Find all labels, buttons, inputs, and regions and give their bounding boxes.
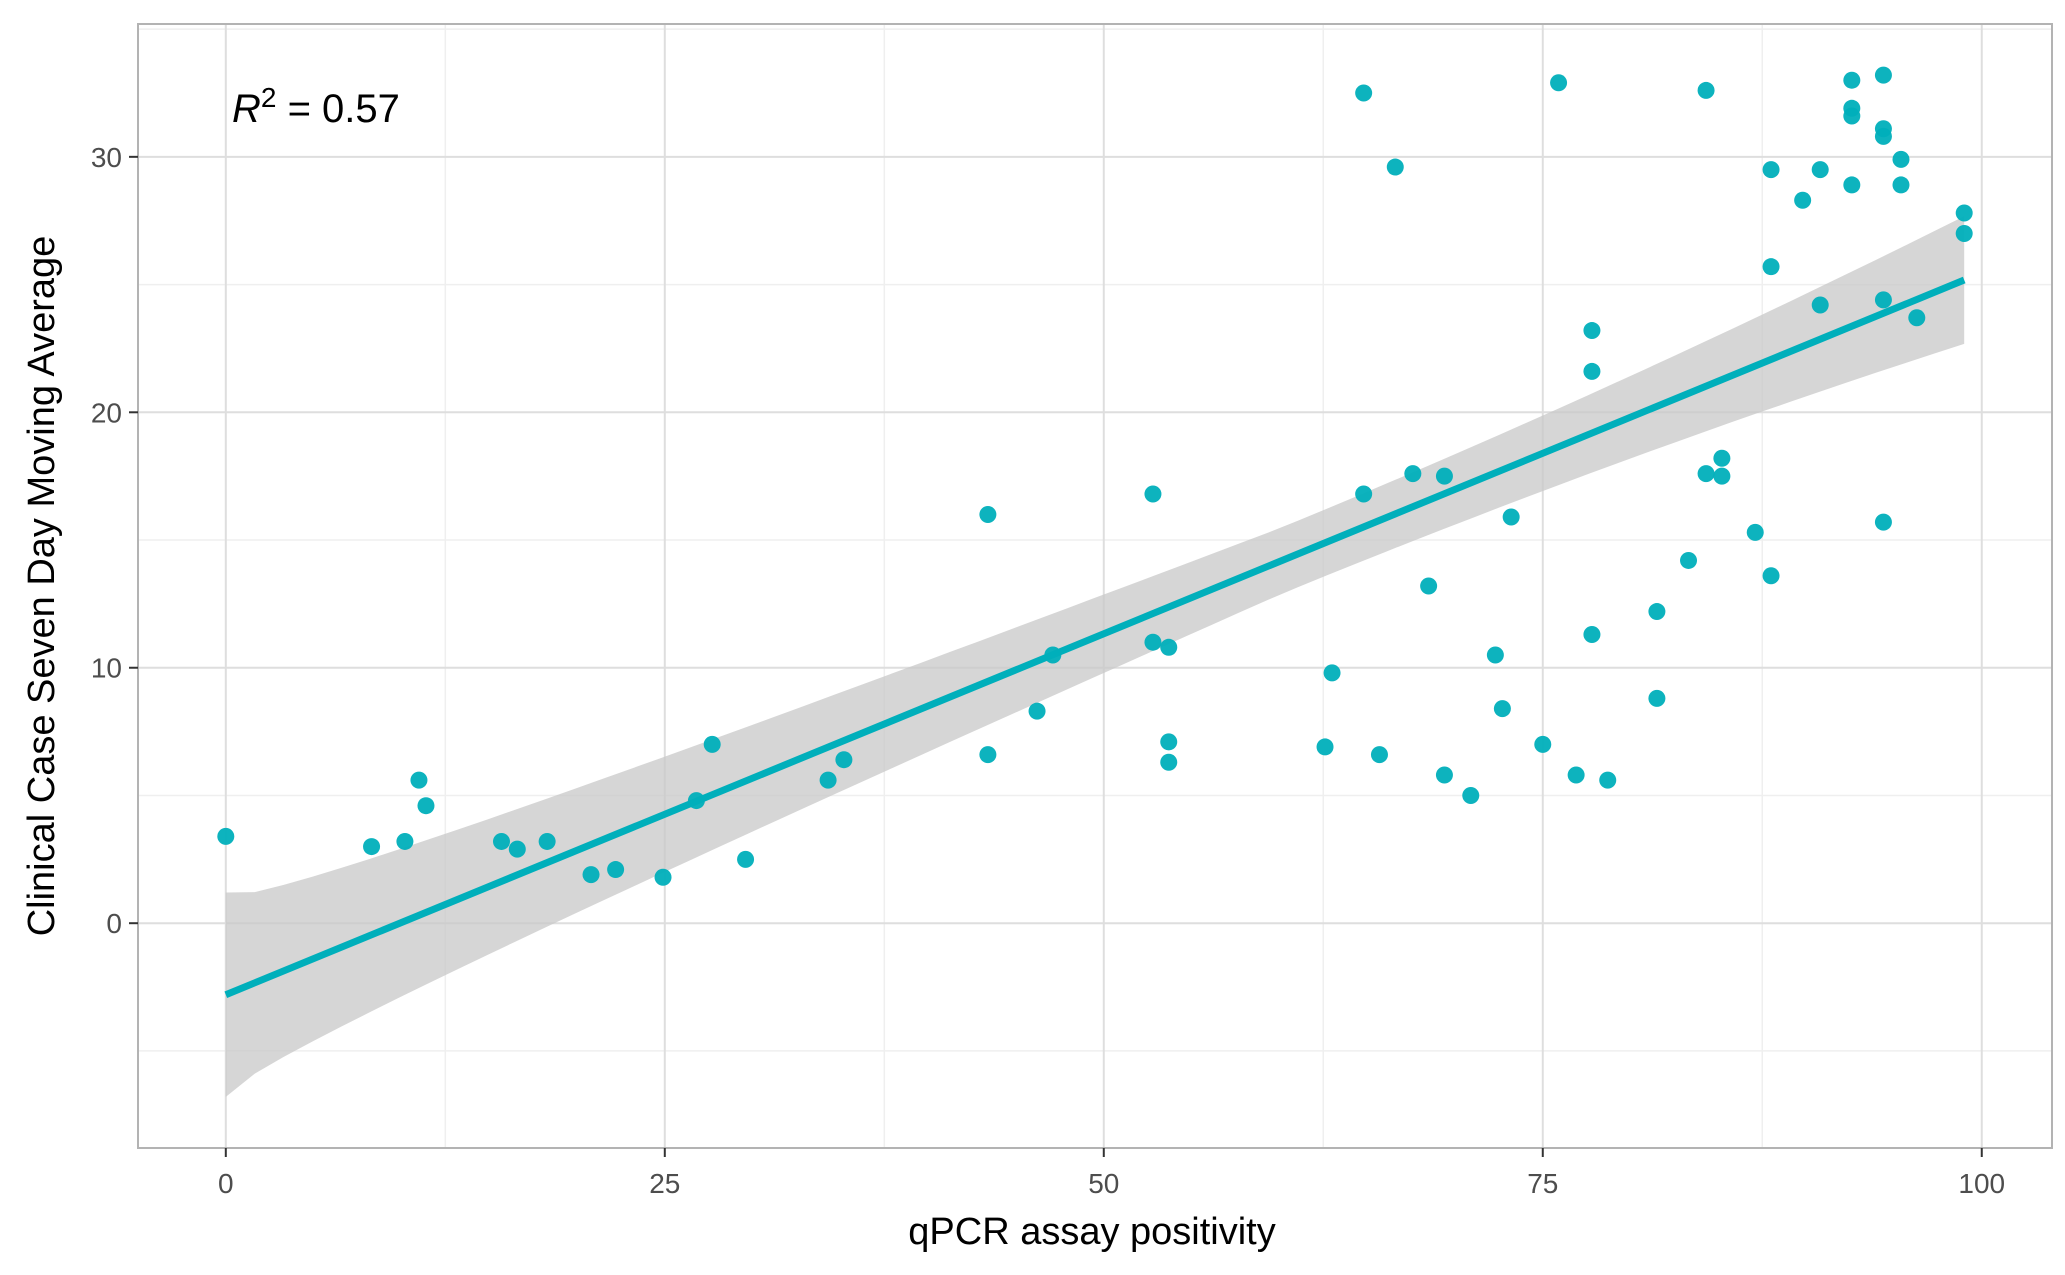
data-point [1811, 296, 1829, 314]
data-point [217, 827, 235, 845]
data-point [1762, 567, 1780, 585]
data-point [1843, 71, 1861, 89]
data-point [1874, 66, 1892, 84]
data-point [1404, 465, 1422, 483]
y-tick-label: 10 [91, 653, 122, 684]
data-point [1160, 638, 1178, 656]
data-point [508, 840, 526, 858]
r-squared-annotation: R2 = 0.57 [232, 82, 400, 132]
data-point [1794, 191, 1812, 209]
data-point [1811, 161, 1829, 179]
x-axis-title: qPCR assay positivity [908, 1211, 1275, 1253]
data-point [1583, 626, 1601, 644]
y-tick-label: 30 [91, 142, 122, 173]
y-tick-label: 0 [106, 908, 122, 939]
data-point [1599, 771, 1617, 789]
data-point [654, 868, 672, 886]
data-point [1462, 786, 1480, 804]
r-exponent: 2 [261, 82, 277, 113]
data-point [1680, 551, 1698, 569]
data-point [1355, 485, 1373, 503]
data-point [1386, 158, 1404, 176]
x-tick-label: 0 [218, 1168, 234, 1199]
data-point [1892, 150, 1910, 168]
x-tick-label: 25 [649, 1168, 680, 1199]
r-squared-value: = 0.57 [276, 87, 399, 131]
data-point [1762, 161, 1780, 179]
data-point [1762, 258, 1780, 276]
minor-gridlines [138, 24, 2052, 1148]
data-point [1486, 646, 1504, 664]
data-point [1144, 485, 1162, 503]
data-point [1746, 523, 1764, 541]
data-point [1144, 633, 1162, 651]
data-point [417, 797, 435, 815]
data-point [1908, 309, 1926, 327]
r-symbol: R [232, 87, 261, 131]
data-points [217, 66, 1973, 886]
data-point [1355, 84, 1373, 102]
x-axis-ticks: 0 25 50 75 100 [218, 1148, 2005, 1199]
data-point [703, 735, 721, 753]
data-point [1713, 467, 1731, 485]
data-point [1697, 465, 1715, 483]
x-tick-label: 75 [1527, 1168, 1558, 1199]
data-point [1567, 766, 1585, 784]
data-point [1843, 176, 1861, 194]
major-gridlines [138, 24, 2052, 1148]
data-point [538, 832, 556, 850]
data-point [1583, 362, 1601, 380]
data-point [1370, 746, 1388, 764]
data-point [1648, 689, 1666, 707]
data-point [1502, 508, 1520, 526]
data-point [1697, 81, 1715, 99]
data-point [835, 751, 853, 769]
data-point [1955, 224, 1973, 242]
confidence-band [225, 216, 1965, 1097]
data-point [1874, 513, 1892, 531]
y-tick-label: 20 [91, 397, 122, 428]
data-point [1323, 664, 1341, 682]
data-point [1028, 702, 1046, 720]
data-point [979, 746, 997, 764]
y-axis-title: Clinical Case Seven Day Moving Average [21, 236, 63, 937]
regression-line [224, 276, 1966, 998]
data-point [1160, 733, 1178, 751]
data-point [1534, 735, 1552, 753]
data-point [1713, 449, 1731, 467]
data-point [396, 832, 414, 850]
data-point [1843, 107, 1861, 125]
panel-border [137, 23, 2053, 1149]
data-point [1955, 204, 1973, 222]
data-point [607, 861, 625, 879]
data-point [979, 505, 997, 523]
data-point [1892, 176, 1910, 194]
data-point [1316, 738, 1334, 756]
data-point [1435, 467, 1453, 485]
data-point [1874, 127, 1892, 145]
data-point [819, 771, 837, 789]
data-point [1550, 74, 1568, 92]
x-tick-label: 50 [1088, 1168, 1119, 1199]
data-point [737, 850, 755, 868]
data-point [410, 771, 428, 789]
data-point [492, 832, 510, 850]
data-point [1420, 577, 1438, 595]
data-point [1160, 753, 1178, 771]
x-tick-label: 100 [1958, 1168, 2005, 1199]
data-point [1874, 291, 1892, 309]
data-point [582, 866, 600, 884]
data-point [1583, 322, 1601, 340]
data-point [1435, 766, 1453, 784]
data-point [363, 838, 381, 856]
y-axis-ticks: 0 10 20 30 [91, 142, 138, 939]
data-point [1648, 603, 1666, 621]
data-point [1493, 700, 1511, 718]
